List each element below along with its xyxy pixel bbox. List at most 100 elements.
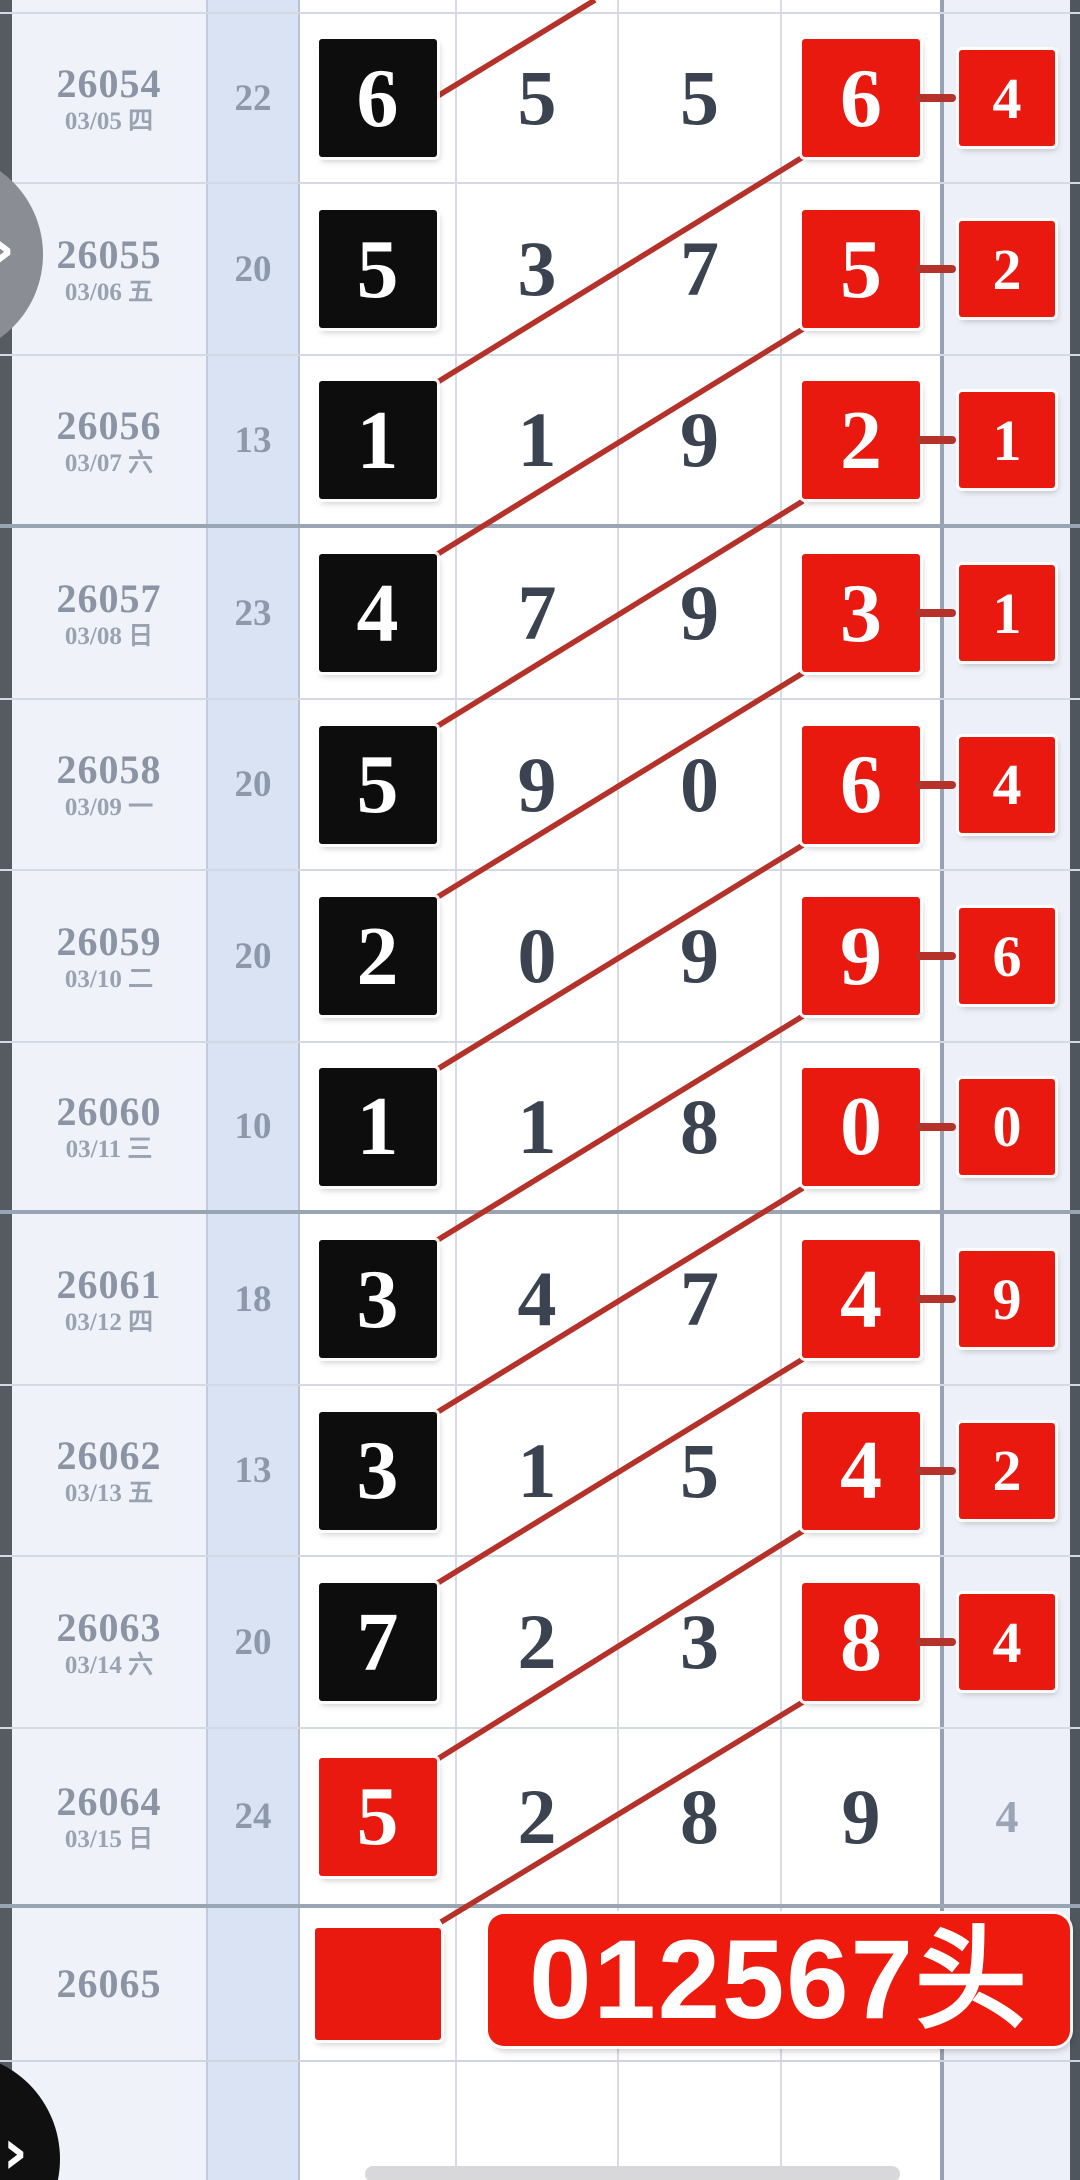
mid1-digit: 1 <box>517 1082 557 1170</box>
mid1-cell: 2 <box>457 1557 617 1727</box>
count-column-bg <box>208 0 300 2180</box>
first-digit-square: 2 <box>318 897 437 1015</box>
mid1-digit: 4 <box>517 1255 557 1342</box>
count-value: 13 <box>234 419 272 461</box>
trend-line <box>434 842 805 1073</box>
count-cell: 20 <box>208 700 298 869</box>
period-cell: 26062 03/13 五 <box>12 1386 206 1555</box>
trend-line <box>434 670 805 901</box>
connector-dash <box>916 1638 956 1646</box>
period-cell: 26065 <box>12 1908 206 2060</box>
mid1-digit: 5 <box>517 54 557 141</box>
hot-digit-cell: 9 <box>782 1729 940 1904</box>
mid1-cell: 7 <box>457 528 617 698</box>
mid2-cell: 9 <box>619 356 780 524</box>
hot-digit-cell: 8 <box>782 1557 940 1727</box>
mid2-cell: 5 <box>619 14 780 182</box>
mid1-cell: 3 <box>457 184 617 354</box>
period-cell: 26060 03/11 三 <box>12 1043 206 1210</box>
trend-line <box>434 326 805 558</box>
mid2-cell: 3 <box>619 1557 780 1727</box>
trend-line <box>434 1528 805 1763</box>
connector-dash <box>916 1295 956 1303</box>
hot-digit-square: 2 <box>802 381 920 499</box>
connector-dash <box>916 952 956 960</box>
draw-date: 03/09 一 <box>64 794 154 821</box>
table-row: 26058 03/09 一 20 5 9 0 6 4 <box>0 700 1080 871</box>
trend-line <box>434 1356 805 1587</box>
mid1-digit: 9 <box>517 740 557 828</box>
period-cell: 26056 03/07 六 <box>12 356 206 524</box>
first-digit-square: 5 <box>318 1757 437 1876</box>
tail-digit-square: 2 <box>959 221 1055 317</box>
mid1-digit: 0 <box>517 912 557 999</box>
mid1-cell: 1 <box>457 1386 617 1555</box>
first-digit-cell: 5 <box>300 700 455 869</box>
mid2-cell: 9 <box>619 528 780 698</box>
tail-digit-cell: 4 <box>944 700 1070 869</box>
count-cell: 13 <box>208 1386 298 1555</box>
table-row-prediction: 26065 012567头 <box>0 1908 1080 2062</box>
first-digit-cell <box>300 1908 455 2060</box>
chevron-right-icon: › <box>2 2115 28 2180</box>
mid2-digit: 7 <box>680 1255 719 1342</box>
first-digit-cell: 1 <box>300 1043 455 1210</box>
tail-digit-cell: 4 <box>944 1557 1070 1727</box>
tail-digit-cell: 6 <box>944 871 1070 1041</box>
hot-digit-cell: 6 <box>782 700 940 869</box>
first-digit-cell: 6 <box>300 14 455 182</box>
tail-digit-cell: 9 <box>944 1214 1070 1384</box>
count-cell: 22 <box>208 14 298 182</box>
table-row: 26064 03/15 日 24 5 2 8 9 4 <box>0 1729 1080 1908</box>
mid2-column-bg <box>619 0 782 2180</box>
period-cell: 26061 03/12 四 <box>12 1214 206 1384</box>
trend-line <box>434 498 805 730</box>
prediction-square <box>314 1928 441 2040</box>
hot-digit-cell: 2 <box>782 356 940 524</box>
table-row: 26060 03/11 三 10 1 1 8 0 0 <box>0 1043 1080 1214</box>
draw-date: 03/14 六 <box>64 1651 154 1679</box>
count-cell: 24 <box>208 1729 298 1904</box>
period-number: 26063 <box>56 1604 162 1650</box>
mid1-digit: 3 <box>517 225 557 312</box>
period-cell: 26064 03/15 日 <box>12 1729 206 1904</box>
hot-digit-square: 6 <box>802 39 920 157</box>
count-value: 18 <box>234 1278 272 1320</box>
mid2-cell: 7 <box>619 1214 780 1384</box>
count-value: 13 <box>234 1450 272 1491</box>
period-number: 26057 <box>56 575 162 621</box>
mid2-cell: 0 <box>619 700 780 869</box>
mid1-cell: 2 <box>457 1729 617 1904</box>
mid2-digit: 8 <box>680 1082 719 1170</box>
mid1-digit: 1 <box>517 1426 557 1514</box>
table-row: 26057 03/08 日 23 4 7 9 3 1 <box>0 528 1080 700</box>
table-row: 26061 03/12 四 18 3 4 7 4 9 <box>0 1214 1080 1386</box>
count-value: 10 <box>234 1106 272 1147</box>
table-row: 26062 03/13 五 13 3 1 5 4 2 <box>0 1386 1080 1557</box>
mid2-digit: 9 <box>680 569 719 656</box>
count-cell: 18 <box>208 1214 298 1384</box>
hot-digit-cell: 4 <box>782 1386 940 1555</box>
hot-digit-square: 0 <box>802 1067 920 1186</box>
mid1-digit: 2 <box>517 1772 557 1860</box>
mid2-cell: 8 <box>619 1043 780 1210</box>
table-right-border <box>1070 0 1080 2180</box>
first-digit-square: 3 <box>318 1411 437 1530</box>
mid2-cell: 8 <box>619 1729 780 1904</box>
count-value: 20 <box>234 935 272 977</box>
hot-digit-plain: 9 <box>841 1772 881 1860</box>
tail-digit-square: 1 <box>959 565 1055 661</box>
count-cell: 10 <box>208 1043 298 1210</box>
count-value: 20 <box>234 1621 272 1663</box>
mid2-cell: 9 <box>619 871 780 1041</box>
period-number: 26058 <box>56 747 162 792</box>
mid2-digit: 9 <box>680 912 719 999</box>
trend-line <box>434 1013 805 1244</box>
period-cell: 26063 03/14 六 <box>12 1557 206 1727</box>
mid1-cell: 0 <box>457 871 617 1041</box>
tail-digit-cell: 4 <box>944 14 1070 182</box>
period-number: 26056 <box>56 402 162 448</box>
horizontal-scrollbar[interactable] <box>365 2166 900 2180</box>
mid2-digit: 0 <box>680 740 719 828</box>
mid1-cell: 9 <box>457 700 617 869</box>
